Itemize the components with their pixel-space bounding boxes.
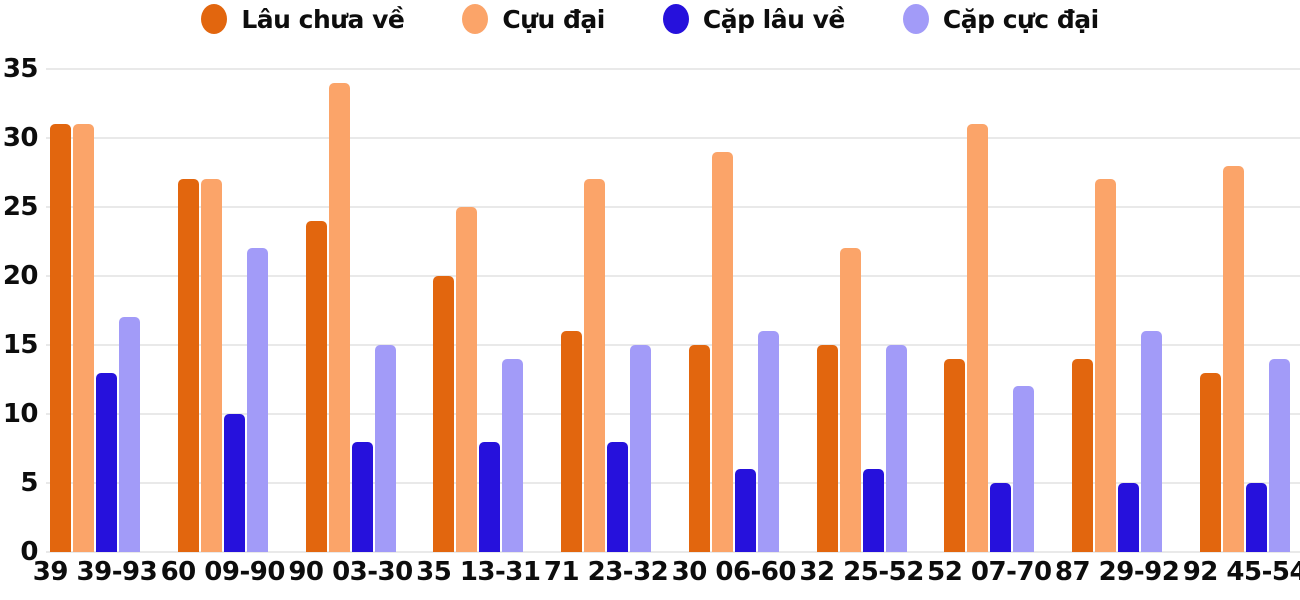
bar[interactable] [885,345,907,552]
legend-item[interactable]: Cựu đại [462,4,605,34]
bar[interactable] [711,151,733,552]
bar[interactable] [246,248,268,552]
bar[interactable] [816,345,838,552]
legend-item[interactable]: Cặp lâu về [662,4,846,34]
bar-group: 52 07-70 [927,69,1052,585]
x-axis-category-label: 35 13-31 [416,557,541,587]
y-axis-tick-label: 10 [2,399,39,429]
bar[interactable] [433,276,455,552]
bar[interactable] [1268,358,1290,552]
bar[interactable] [839,248,861,552]
bar-group: 90 03-30 [288,69,413,585]
bar[interactable] [688,345,710,552]
legend-item[interactable]: Cặp cực đại [902,4,1099,34]
gridline [46,551,1300,553]
bar-group: 39 39-93 [33,69,158,585]
bar-group: 60 09-90 [161,69,285,585]
bar[interactable] [305,220,327,552]
legend-color-dot [462,4,489,34]
gridline [46,68,1300,70]
bar[interactable] [73,124,94,552]
y-axis-tick-label: 30 [2,123,39,153]
bar[interactable] [1118,483,1140,552]
x-axis-category-label: 30 06-60 [671,557,797,587]
bar[interactable] [479,441,501,552]
chart-legend: Lâu chưa về Cựu đại Cặp lâu về Cặp cực đại [0,4,1300,34]
gridline [46,137,1300,139]
legend-color-dot [662,4,689,34]
bar[interactable] [584,179,606,552]
bar[interactable] [96,372,117,552]
gridline [46,482,1300,484]
x-axis-category-label: 90 03-30 [288,557,413,587]
legend-label: Cặp lâu về [702,4,846,34]
plot-area: 39 39-93 60 09-90 90 03-30 35 13-31 71 23-32… [33,68,1300,585]
legend-item[interactable]: Lâu chưa về [201,4,405,34]
bar[interactable] [1141,331,1163,552]
gridline [46,275,1300,277]
y-axis: 35 30 25 20 15 10 5 0 [0,56,39,565]
legend-label: Cặp cực đại [942,4,1099,34]
x-axis-category-label: 60 09-90 [160,557,286,587]
bar-group: 32 25-52 [799,69,924,585]
bar-group: 35 13-31 [416,69,541,585]
legend-color-dot [201,4,228,34]
bar[interactable] [561,331,583,552]
bar[interactable] [862,469,884,552]
y-axis-tick-label: 20 [2,261,39,291]
bar[interactable] [1245,483,1267,552]
bar[interactable] [990,483,1012,552]
bar[interactable] [351,441,373,552]
y-axis-tick-label: 35 [2,54,39,84]
x-axis-category-label: 92 45-54 [1182,557,1300,587]
gridline [46,344,1300,346]
bar[interactable] [630,345,652,552]
bar[interactable] [1095,179,1117,552]
gridline [46,413,1300,415]
bar[interactable] [734,469,756,552]
x-axis-category-label: 32 25-52 [799,557,924,587]
bar-groups: 39 39-93 60 09-90 90 03-30 35 13-31 71 23-32… [33,69,1300,585]
bar[interactable] [456,207,478,552]
gridline [46,206,1300,208]
bar[interactable] [223,414,245,552]
bar[interactable] [502,358,524,552]
bar-group: 71 23-32 [544,69,669,585]
legend-label: Cựu đại [502,4,605,34]
bar[interactable] [177,179,199,552]
bar[interactable] [50,124,71,552]
x-axis-category-label: 71 23-32 [543,557,669,587]
y-axis-tick-label: 15 [2,330,39,360]
bar[interactable] [1072,358,1094,552]
bar[interactable] [757,331,779,552]
x-axis-category-label: 52 07-70 [927,557,1052,587]
bar-group: 92 45-54 [1183,69,1300,585]
y-axis-tick-label: 0 [20,537,38,567]
gridlines [46,68,1300,553]
bar[interactable] [374,345,396,552]
bar[interactable] [119,317,140,552]
bar-group: 30 06-60 [672,69,797,585]
bar[interactable] [200,179,222,552]
y-axis-tick-label: 5 [20,468,38,498]
legend-color-dot [902,4,929,34]
y-axis-tick-label: 25 [2,192,39,222]
bar[interactable] [1222,165,1244,552]
bar[interactable] [1013,386,1035,552]
bar[interactable] [1199,372,1221,552]
bar[interactable] [607,441,629,552]
x-axis-category-label: 39 39-93 [32,557,158,587]
bar[interactable] [967,124,989,552]
bar[interactable] [328,82,350,552]
bar-group: 87 29-92 [1055,69,1180,585]
bar[interactable] [944,358,966,552]
x-axis-category-label: 87 29-92 [1054,557,1180,587]
legend-label: Lâu chưa về [241,4,405,34]
